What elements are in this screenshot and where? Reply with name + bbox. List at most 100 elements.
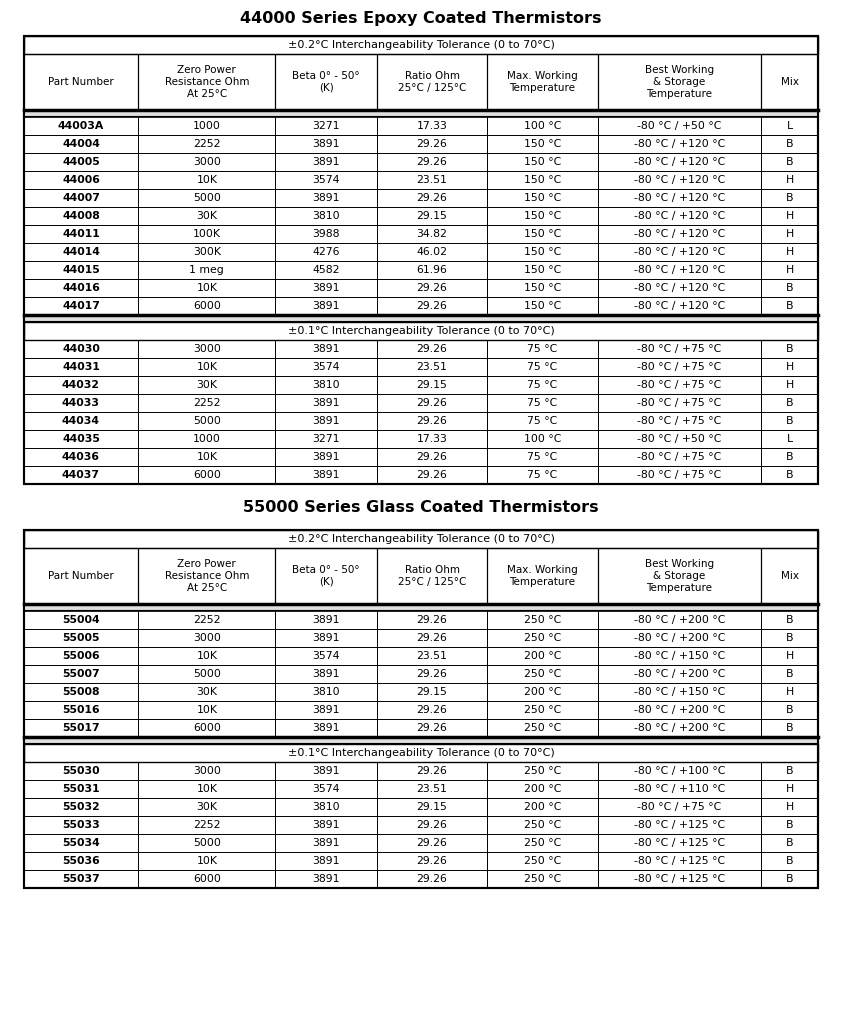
- Text: -80 °C / +50 °C: -80 °C / +50 °C: [637, 121, 722, 131]
- Bar: [275, 54, 377, 110]
- Text: 3891: 3891: [312, 874, 340, 884]
- Bar: [488, 701, 598, 719]
- Bar: [761, 225, 818, 243]
- Text: Max. Working
Temperature: Max. Working Temperature: [507, 565, 578, 587]
- Bar: [138, 297, 275, 315]
- Text: 29.26: 29.26: [417, 615, 447, 625]
- Text: 250 °C: 250 °C: [524, 633, 561, 643]
- Text: 250 °C: 250 °C: [524, 766, 561, 776]
- Text: 6000: 6000: [193, 301, 221, 311]
- Bar: [488, 665, 598, 683]
- Bar: [275, 412, 377, 430]
- Bar: [598, 683, 761, 701]
- Text: H: H: [786, 802, 794, 812]
- Bar: [24, 744, 818, 762]
- Bar: [138, 135, 275, 153]
- Text: 75 °C: 75 °C: [527, 380, 557, 390]
- Bar: [24, 135, 138, 153]
- Text: 30K: 30K: [196, 211, 217, 221]
- Bar: [24, 243, 138, 261]
- Bar: [138, 816, 275, 834]
- Bar: [275, 852, 377, 870]
- Text: 3891: 3891: [312, 723, 340, 733]
- Bar: [488, 798, 598, 816]
- Bar: [488, 466, 598, 484]
- Text: H: H: [786, 784, 794, 794]
- Bar: [598, 243, 761, 261]
- Text: 3891: 3891: [312, 139, 340, 150]
- Bar: [377, 261, 488, 279]
- Text: 29.26: 29.26: [417, 470, 447, 480]
- Text: 55006: 55006: [62, 651, 100, 662]
- Bar: [24, 110, 818, 117]
- Text: 29.15: 29.15: [417, 211, 447, 221]
- Text: 3000: 3000: [193, 157, 221, 167]
- Text: 55007: 55007: [62, 669, 100, 679]
- Text: 44011: 44011: [62, 229, 100, 239]
- Text: 3810: 3810: [312, 687, 340, 697]
- Text: B: B: [786, 470, 793, 480]
- Text: 3810: 3810: [312, 211, 340, 221]
- Text: 55033: 55033: [62, 820, 100, 830]
- Text: 29.26: 29.26: [417, 157, 447, 167]
- Text: B: B: [786, 283, 793, 293]
- Bar: [24, 117, 138, 135]
- Text: Best Working
& Storage
Temperature: Best Working & Storage Temperature: [645, 559, 714, 593]
- Text: 5000: 5000: [193, 193, 221, 203]
- Text: ±0.2°C Interchangeability Tolerance (0 to 70°C): ±0.2°C Interchangeability Tolerance (0 t…: [288, 40, 554, 50]
- Text: 3810: 3810: [312, 380, 340, 390]
- Text: 44000 Series Epoxy Coated Thermistors: 44000 Series Epoxy Coated Thermistors: [240, 11, 602, 27]
- Text: 29.26: 29.26: [417, 705, 447, 715]
- Text: 55030: 55030: [62, 766, 100, 776]
- Bar: [598, 548, 761, 604]
- Text: -80 °C / +120 °C: -80 °C / +120 °C: [634, 247, 725, 257]
- Text: 10K: 10K: [196, 175, 217, 185]
- Bar: [761, 719, 818, 737]
- Bar: [377, 207, 488, 225]
- Bar: [488, 297, 598, 315]
- Bar: [138, 430, 275, 449]
- Bar: [24, 798, 138, 816]
- Bar: [138, 225, 275, 243]
- Text: H: H: [786, 651, 794, 662]
- Bar: [24, 611, 138, 629]
- Bar: [24, 297, 138, 315]
- Text: 3271: 3271: [312, 434, 340, 444]
- Text: 3891: 3891: [312, 705, 340, 715]
- Text: 44035: 44035: [62, 434, 100, 444]
- Text: -80 °C / +125 °C: -80 °C / +125 °C: [634, 856, 725, 866]
- Text: 23.51: 23.51: [417, 362, 447, 372]
- Bar: [24, 54, 138, 110]
- Bar: [598, 225, 761, 243]
- Text: -80 °C / +120 °C: -80 °C / +120 °C: [634, 175, 725, 185]
- Text: 75 °C: 75 °C: [527, 470, 557, 480]
- Bar: [598, 189, 761, 207]
- Bar: [138, 548, 275, 604]
- Bar: [275, 135, 377, 153]
- Bar: [761, 135, 818, 153]
- Bar: [24, 548, 138, 604]
- Bar: [488, 870, 598, 888]
- Bar: [24, 412, 138, 430]
- Bar: [275, 683, 377, 701]
- Text: 5000: 5000: [193, 838, 221, 848]
- Bar: [761, 611, 818, 629]
- Text: 150 °C: 150 °C: [524, 175, 561, 185]
- Bar: [377, 701, 488, 719]
- Bar: [275, 611, 377, 629]
- Bar: [275, 762, 377, 780]
- Bar: [761, 665, 818, 683]
- Bar: [24, 816, 138, 834]
- Bar: [598, 135, 761, 153]
- Bar: [488, 153, 598, 171]
- Bar: [488, 852, 598, 870]
- Bar: [377, 135, 488, 153]
- Bar: [24, 834, 138, 852]
- Bar: [598, 852, 761, 870]
- Bar: [138, 780, 275, 798]
- Text: 30K: 30K: [196, 802, 217, 812]
- Bar: [761, 834, 818, 852]
- Text: 44037: 44037: [62, 470, 100, 480]
- Bar: [275, 243, 377, 261]
- Bar: [761, 358, 818, 376]
